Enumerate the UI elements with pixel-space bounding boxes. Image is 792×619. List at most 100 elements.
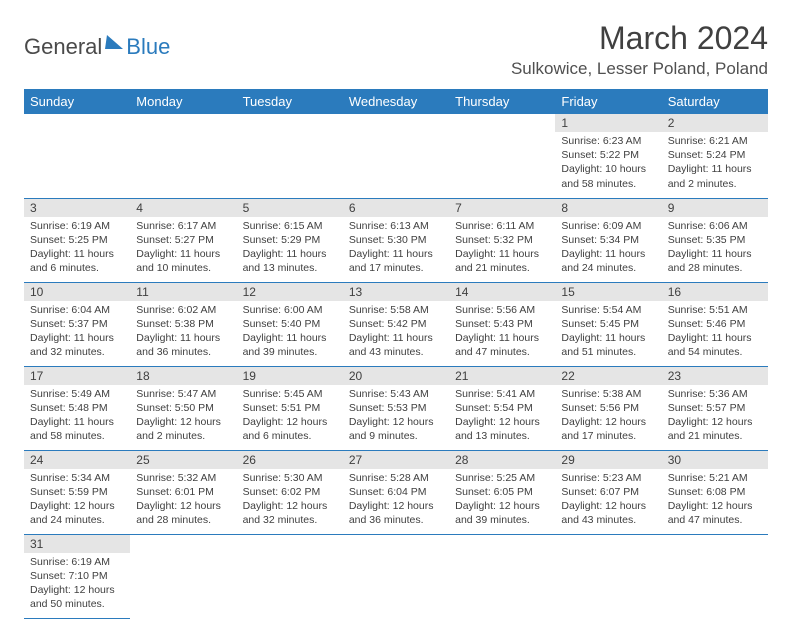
sunset-line: Sunset: 5:43 PM: [455, 317, 549, 331]
day-number: 11: [130, 283, 236, 301]
calendar-cell: 9Sunrise: 6:06 AMSunset: 5:35 PMDaylight…: [662, 198, 768, 282]
sunrise-line: Sunrise: 5:36 AM: [668, 387, 762, 401]
sunset-line: Sunset: 6:04 PM: [349, 485, 443, 499]
day-details: Sunrise: 5:45 AMSunset: 5:51 PMDaylight:…: [237, 385, 343, 448]
calendar-cell: 25Sunrise: 5:32 AMSunset: 6:01 PMDayligh…: [130, 450, 236, 534]
sunrise-line: Sunrise: 5:47 AM: [136, 387, 230, 401]
day-details: Sunrise: 6:19 AMSunset: 5:25 PMDaylight:…: [24, 217, 130, 280]
calendar-cell: 7Sunrise: 6:11 AMSunset: 5:32 PMDaylight…: [449, 198, 555, 282]
day-header: Saturday: [662, 89, 768, 114]
day-details: Sunrise: 5:58 AMSunset: 5:42 PMDaylight:…: [343, 301, 449, 364]
daylight-line: Daylight: 12 hours and 36 minutes.: [349, 499, 443, 527]
day-header: Friday: [555, 89, 661, 114]
calendar-cell: [130, 114, 236, 198]
day-number: 5: [237, 199, 343, 217]
daylight-line: Daylight: 12 hours and 9 minutes.: [349, 415, 443, 443]
daylight-line: Daylight: 11 hours and 51 minutes.: [561, 331, 655, 359]
day-number: 19: [237, 367, 343, 385]
sunset-line: Sunset: 5:37 PM: [30, 317, 124, 331]
day-details: Sunrise: 5:23 AMSunset: 6:07 PMDaylight:…: [555, 469, 661, 532]
sunset-line: Sunset: 5:38 PM: [136, 317, 230, 331]
sunrise-line: Sunrise: 6:13 AM: [349, 219, 443, 233]
calendar-cell: 21Sunrise: 5:41 AMSunset: 5:54 PMDayligh…: [449, 366, 555, 450]
day-details: Sunrise: 6:02 AMSunset: 5:38 PMDaylight:…: [130, 301, 236, 364]
calendar-body: 1Sunrise: 6:23 AMSunset: 5:22 PMDaylight…: [24, 114, 768, 618]
day-details: Sunrise: 6:09 AMSunset: 5:34 PMDaylight:…: [555, 217, 661, 280]
day-details: Sunrise: 5:36 AMSunset: 5:57 PMDaylight:…: [662, 385, 768, 448]
sunrise-line: Sunrise: 5:21 AM: [668, 471, 762, 485]
sunrise-line: Sunrise: 5:41 AM: [455, 387, 549, 401]
calendar-row: 1Sunrise: 6:23 AMSunset: 5:22 PMDaylight…: [24, 114, 768, 198]
calendar-cell: 31Sunrise: 6:19 AMSunset: 7:10 PMDayligh…: [24, 534, 130, 618]
sunrise-line: Sunrise: 5:56 AM: [455, 303, 549, 317]
daylight-line: Daylight: 11 hours and 28 minutes.: [668, 247, 762, 275]
calendar-cell: [343, 114, 449, 198]
sunset-line: Sunset: 5:46 PM: [668, 317, 762, 331]
calendar-row: 3Sunrise: 6:19 AMSunset: 5:25 PMDaylight…: [24, 198, 768, 282]
sunset-line: Sunset: 5:35 PM: [668, 233, 762, 247]
sunset-line: Sunset: 5:54 PM: [455, 401, 549, 415]
calendar-cell: [449, 114, 555, 198]
day-number: 15: [555, 283, 661, 301]
day-details: Sunrise: 5:41 AMSunset: 5:54 PMDaylight:…: [449, 385, 555, 448]
header: General Blue March 2024 Sulkowice, Lesse…: [24, 20, 768, 85]
daylight-line: Daylight: 11 hours and 13 minutes.: [243, 247, 337, 275]
sunrise-line: Sunrise: 5:43 AM: [349, 387, 443, 401]
calendar-cell: 6Sunrise: 6:13 AMSunset: 5:30 PMDaylight…: [343, 198, 449, 282]
daylight-line: Daylight: 12 hours and 43 minutes.: [561, 499, 655, 527]
sunrise-line: Sunrise: 5:28 AM: [349, 471, 443, 485]
calendar-cell: 16Sunrise: 5:51 AMSunset: 5:46 PMDayligh…: [662, 282, 768, 366]
calendar-row: 10Sunrise: 6:04 AMSunset: 5:37 PMDayligh…: [24, 282, 768, 366]
sunrise-line: Sunrise: 5:54 AM: [561, 303, 655, 317]
day-number: 8: [555, 199, 661, 217]
sunset-line: Sunset: 5:51 PM: [243, 401, 337, 415]
day-details: Sunrise: 5:34 AMSunset: 5:59 PMDaylight:…: [24, 469, 130, 532]
sunrise-line: Sunrise: 5:45 AM: [243, 387, 337, 401]
calendar-cell: 29Sunrise: 5:23 AMSunset: 6:07 PMDayligh…: [555, 450, 661, 534]
sunset-line: Sunset: 5:56 PM: [561, 401, 655, 415]
day-number: 31: [24, 535, 130, 553]
day-number: 7: [449, 199, 555, 217]
day-header: Tuesday: [237, 89, 343, 114]
daylight-line: Daylight: 11 hours and 10 minutes.: [136, 247, 230, 275]
sunrise-line: Sunrise: 6:19 AM: [30, 219, 124, 233]
day-number: 13: [343, 283, 449, 301]
sunset-line: Sunset: 5:30 PM: [349, 233, 443, 247]
daylight-line: Daylight: 12 hours and 28 minutes.: [136, 499, 230, 527]
daylight-line: Daylight: 12 hours and 32 minutes.: [243, 499, 337, 527]
sunset-line: Sunset: 5:57 PM: [668, 401, 762, 415]
calendar-cell: 1Sunrise: 6:23 AMSunset: 5:22 PMDaylight…: [555, 114, 661, 198]
sunset-line: Sunset: 6:01 PM: [136, 485, 230, 499]
calendar-cell: [555, 534, 661, 618]
daylight-line: Daylight: 11 hours and 32 minutes.: [30, 331, 124, 359]
day-number: 28: [449, 451, 555, 469]
day-details: Sunrise: 5:38 AMSunset: 5:56 PMDaylight:…: [555, 385, 661, 448]
calendar-cell: [449, 534, 555, 618]
day-details: Sunrise: 5:28 AMSunset: 6:04 PMDaylight:…: [343, 469, 449, 532]
day-number: 24: [24, 451, 130, 469]
sunrise-line: Sunrise: 6:23 AM: [561, 134, 655, 148]
sunrise-line: Sunrise: 6:15 AM: [243, 219, 337, 233]
calendar-cell: 5Sunrise: 6:15 AMSunset: 5:29 PMDaylight…: [237, 198, 343, 282]
day-number: 4: [130, 199, 236, 217]
sunset-line: Sunset: 6:07 PM: [561, 485, 655, 499]
calendar-cell: [24, 114, 130, 198]
sunrise-line: Sunrise: 6:00 AM: [243, 303, 337, 317]
calendar-row: 24Sunrise: 5:34 AMSunset: 5:59 PMDayligh…: [24, 450, 768, 534]
sunset-line: Sunset: 5:22 PM: [561, 148, 655, 162]
day-number: 2: [662, 114, 768, 132]
sunrise-line: Sunrise: 6:09 AM: [561, 219, 655, 233]
logo-text-1: General: [24, 34, 102, 60]
daylight-line: Daylight: 12 hours and 24 minutes.: [30, 499, 124, 527]
calendar-cell: 23Sunrise: 5:36 AMSunset: 5:57 PMDayligh…: [662, 366, 768, 450]
sunset-line: Sunset: 5:32 PM: [455, 233, 549, 247]
day-header: Wednesday: [343, 89, 449, 114]
day-details: Sunrise: 6:04 AMSunset: 5:37 PMDaylight:…: [24, 301, 130, 364]
sunrise-line: Sunrise: 5:30 AM: [243, 471, 337, 485]
sunset-line: Sunset: 7:10 PM: [30, 569, 124, 583]
calendar-row: 17Sunrise: 5:49 AMSunset: 5:48 PMDayligh…: [24, 366, 768, 450]
daylight-line: Daylight: 10 hours and 58 minutes.: [561, 162, 655, 190]
day-details: Sunrise: 5:25 AMSunset: 6:05 PMDaylight:…: [449, 469, 555, 532]
sunrise-line: Sunrise: 6:06 AM: [668, 219, 762, 233]
title-block: March 2024 Sulkowice, Lesser Poland, Pol…: [511, 20, 768, 85]
